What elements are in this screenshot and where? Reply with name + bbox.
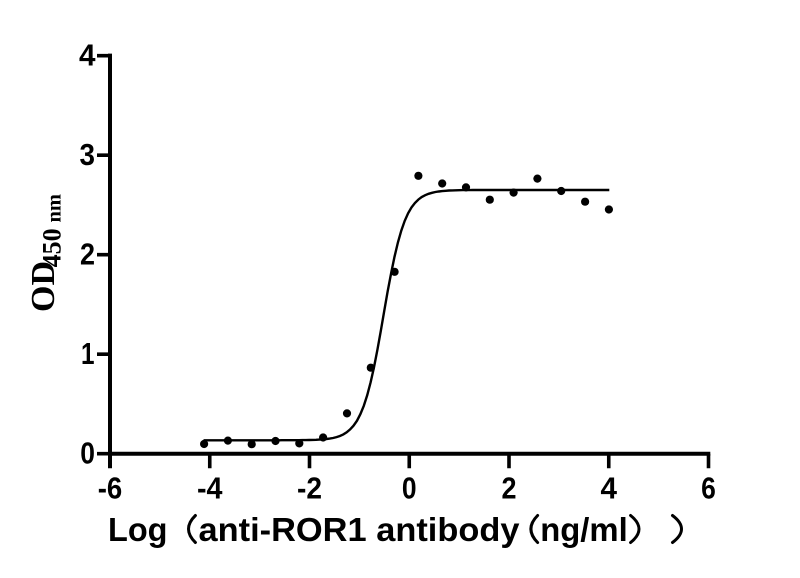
svg-text:ng/ml: ng/ml [540,511,628,548]
svg-text:3: 3 [80,137,96,172]
svg-text:0: 0 [402,471,417,506]
svg-text:0: 0 [80,436,95,471]
svg-text:nm: nm [44,194,66,222]
svg-text:OD: OD [25,261,62,312]
svg-text:1: 1 [81,336,95,371]
svg-text:6: 6 [701,471,716,506]
svg-text:4: 4 [601,471,618,506]
svg-text:-6: -6 [98,471,123,506]
svg-text:2: 2 [502,471,517,506]
svg-text:-4: -4 [197,471,223,506]
svg-text:450: 450 [38,228,67,267]
svg-text:4: 4 [79,38,96,73]
svg-text:Log: Log [108,511,168,548]
svg-text:anti-ROR1 antibody: anti-ROR1 antibody [199,511,521,548]
svg-text:2: 2 [80,237,95,272]
svg-text:-2: -2 [297,471,322,506]
